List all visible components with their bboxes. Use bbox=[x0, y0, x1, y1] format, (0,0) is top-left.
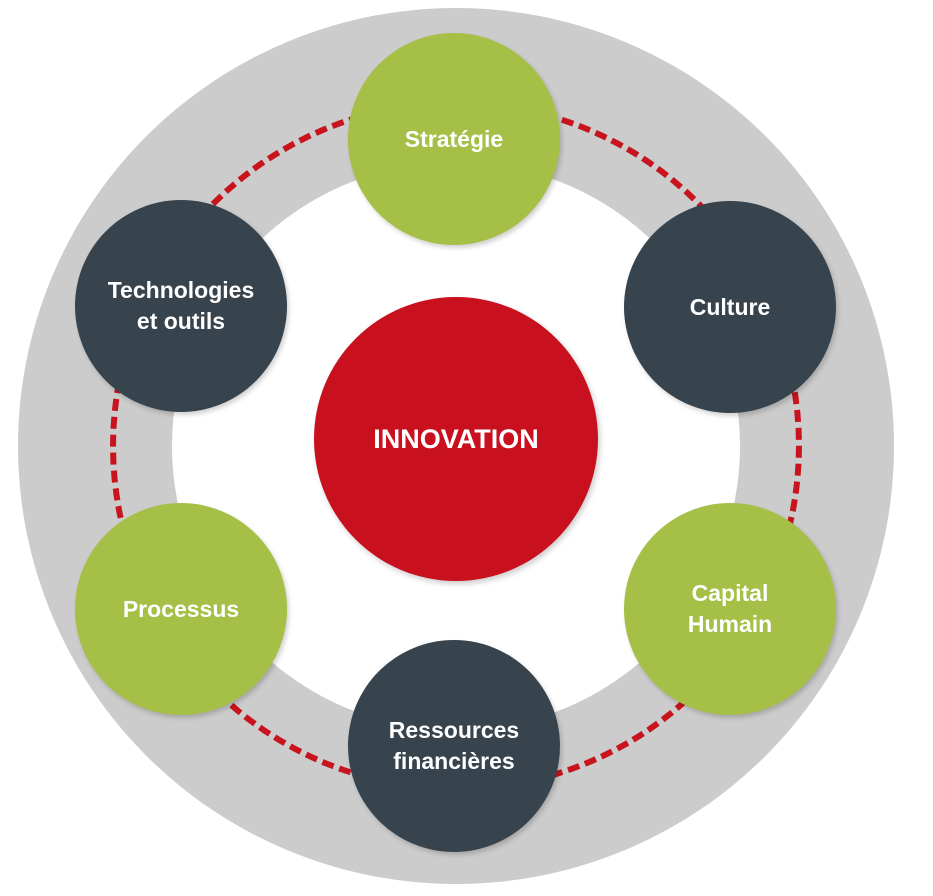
node-capital-humain: Capital Humain bbox=[624, 503, 836, 715]
node-label-strategie: Stratégie bbox=[404, 125, 504, 152]
node-label-technologies-outils: Technologies et outils bbox=[107, 277, 255, 334]
center-node-label: INNOVATION bbox=[373, 423, 539, 454]
node-processus: Processus bbox=[75, 503, 287, 715]
center-node-innovation: INNOVATION bbox=[314, 297, 598, 581]
node-culture: Culture bbox=[624, 201, 836, 413]
node-ressources-financieres: Ressources financières bbox=[348, 640, 560, 852]
node-label-processus: Processus bbox=[122, 595, 240, 622]
node-label-ressources-financieres: Ressources financières bbox=[388, 717, 520, 774]
node-label-capital-humain: Capital Humain bbox=[687, 580, 773, 637]
node-strategie: Stratégie bbox=[348, 33, 560, 245]
node-technologies-outils: Technologies et outils bbox=[75, 200, 287, 412]
node-label-culture: Culture bbox=[689, 293, 771, 320]
